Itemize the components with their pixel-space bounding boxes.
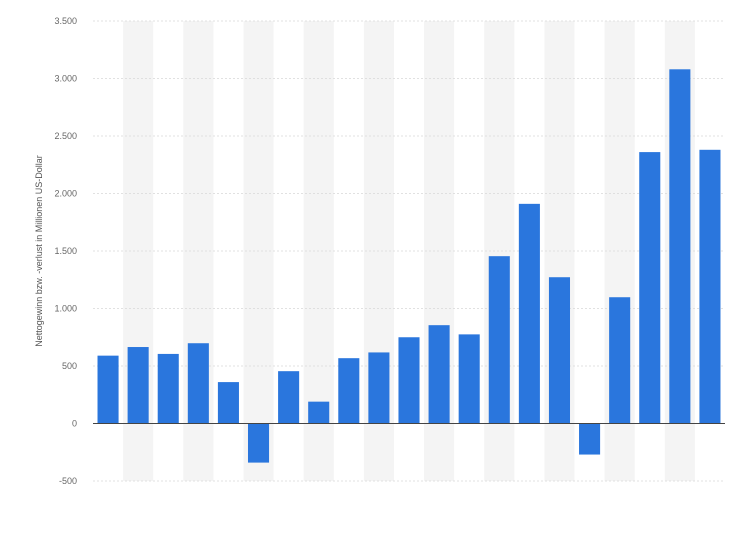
bar xyxy=(398,337,420,424)
y-tick-label: 1.000 xyxy=(54,304,77,314)
bar xyxy=(609,297,631,424)
bar xyxy=(187,343,209,424)
y-tick-label: 3.500 xyxy=(54,16,77,26)
bar xyxy=(669,69,691,424)
bar xyxy=(157,353,179,424)
bar xyxy=(488,256,510,424)
bar xyxy=(579,423,601,455)
bar xyxy=(247,423,270,463)
bar xyxy=(639,152,661,424)
bar xyxy=(127,347,149,424)
y-axis-ticks: -500 0 500 1.000 1.500 2.000 2.500 3.000 3.500 xyxy=(54,16,77,486)
y-tick-label: 1.500 xyxy=(54,246,77,256)
y-tick-label: 2.500 xyxy=(54,131,77,141)
y-tick-label: -500 xyxy=(59,476,77,486)
bar xyxy=(428,325,450,424)
y-axis-title: Nettogewinn bzw. -verlust in Millionen U… xyxy=(34,155,44,347)
bar xyxy=(699,149,721,424)
bar xyxy=(518,203,540,424)
y-tick-label: 3.000 xyxy=(54,74,77,84)
bars xyxy=(97,69,721,463)
y-tick-label: 0 xyxy=(72,419,77,429)
bar xyxy=(338,358,360,424)
y-tick-label: 500 xyxy=(62,361,77,371)
bar xyxy=(97,355,119,424)
bar xyxy=(368,352,390,424)
bar xyxy=(217,382,239,424)
bar xyxy=(458,334,480,424)
y-tick-label: 2.000 xyxy=(54,189,77,199)
bar xyxy=(278,371,300,424)
bar xyxy=(308,401,330,424)
bar xyxy=(548,277,571,424)
